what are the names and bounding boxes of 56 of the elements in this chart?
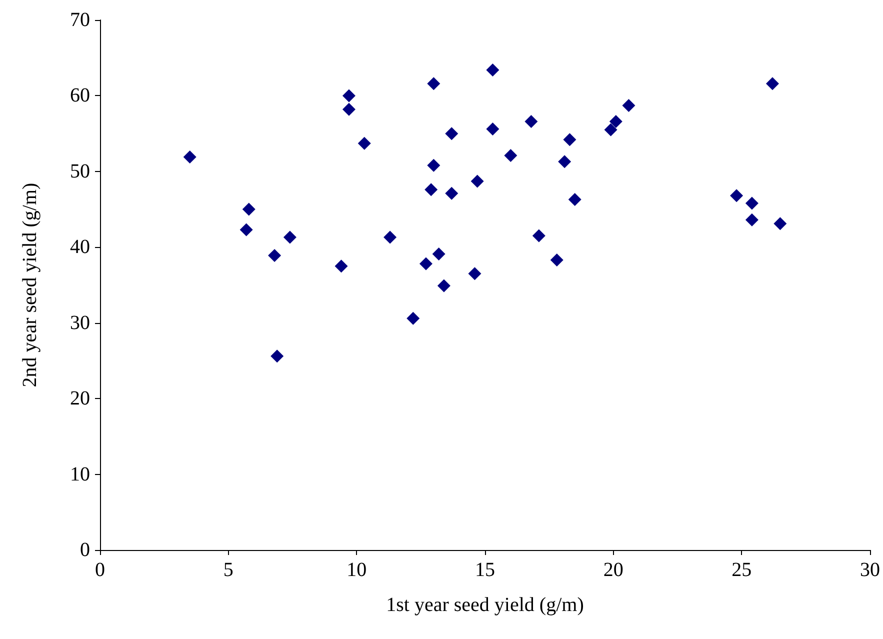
- point: [745, 213, 758, 226]
- point: [268, 248, 282, 262]
- point: [242, 202, 256, 216]
- point: [334, 260, 348, 273]
- point: [609, 114, 622, 128]
- x-axis-title: 1st year seed yield (g/m): [386, 594, 584, 616]
- point: [445, 186, 458, 200]
- point: [283, 230, 296, 244]
- x-tick-label: 20: [603, 559, 624, 581]
- point: [183, 150, 196, 164]
- x-tick-label: 25: [732, 559, 752, 581]
- point: [730, 189, 744, 202]
- point: [358, 136, 371, 150]
- point: [774, 217, 787, 230]
- point: [432, 247, 446, 260]
- point: [524, 114, 538, 128]
- y-tick-label: 0: [80, 539, 90, 561]
- point: [604, 123, 618, 136]
- point: [532, 229, 546, 242]
- y-tick-label: 40: [70, 236, 90, 258]
- point: [427, 77, 440, 90]
- y-tick-label: 50: [70, 160, 90, 182]
- point: [342, 102, 356, 116]
- point: [622, 99, 636, 112]
- point: [486, 63, 500, 76]
- x-tick-label: 10: [346, 559, 367, 581]
- y-tick-label: 60: [70, 84, 90, 107]
- point: [568, 192, 582, 206]
- y-tick-label: 10: [70, 463, 90, 486]
- point: [437, 279, 450, 292]
- point: [745, 196, 758, 210]
- point: [427, 158, 440, 172]
- point: [550, 254, 564, 267]
- x-tick-label: 30: [860, 559, 880, 581]
- point: [486, 122, 500, 136]
- point: [766, 77, 779, 90]
- point: [384, 230, 397, 244]
- point: [558, 155, 572, 168]
- point: [470, 174, 484, 188]
- point: [342, 89, 356, 102]
- point: [563, 133, 576, 146]
- point: [419, 257, 432, 270]
- x-tick-label: 5: [223, 559, 234, 581]
- point: [240, 223, 253, 236]
- y-tick-label: 70: [70, 9, 90, 31]
- x-tick-label: 15: [475, 559, 495, 581]
- point: [424, 183, 438, 196]
- point: [468, 267, 482, 280]
- point: [504, 149, 518, 162]
- x-tick-label: 0: [95, 559, 105, 581]
- point: [406, 312, 420, 325]
- y-tick-label: 20: [70, 388, 90, 410]
- point: [270, 350, 284, 363]
- y-axis-title: 2nd year seed yield (g/m): [19, 182, 41, 388]
- y-tick-label: 30: [70, 312, 90, 334]
- point: [445, 127, 458, 140]
